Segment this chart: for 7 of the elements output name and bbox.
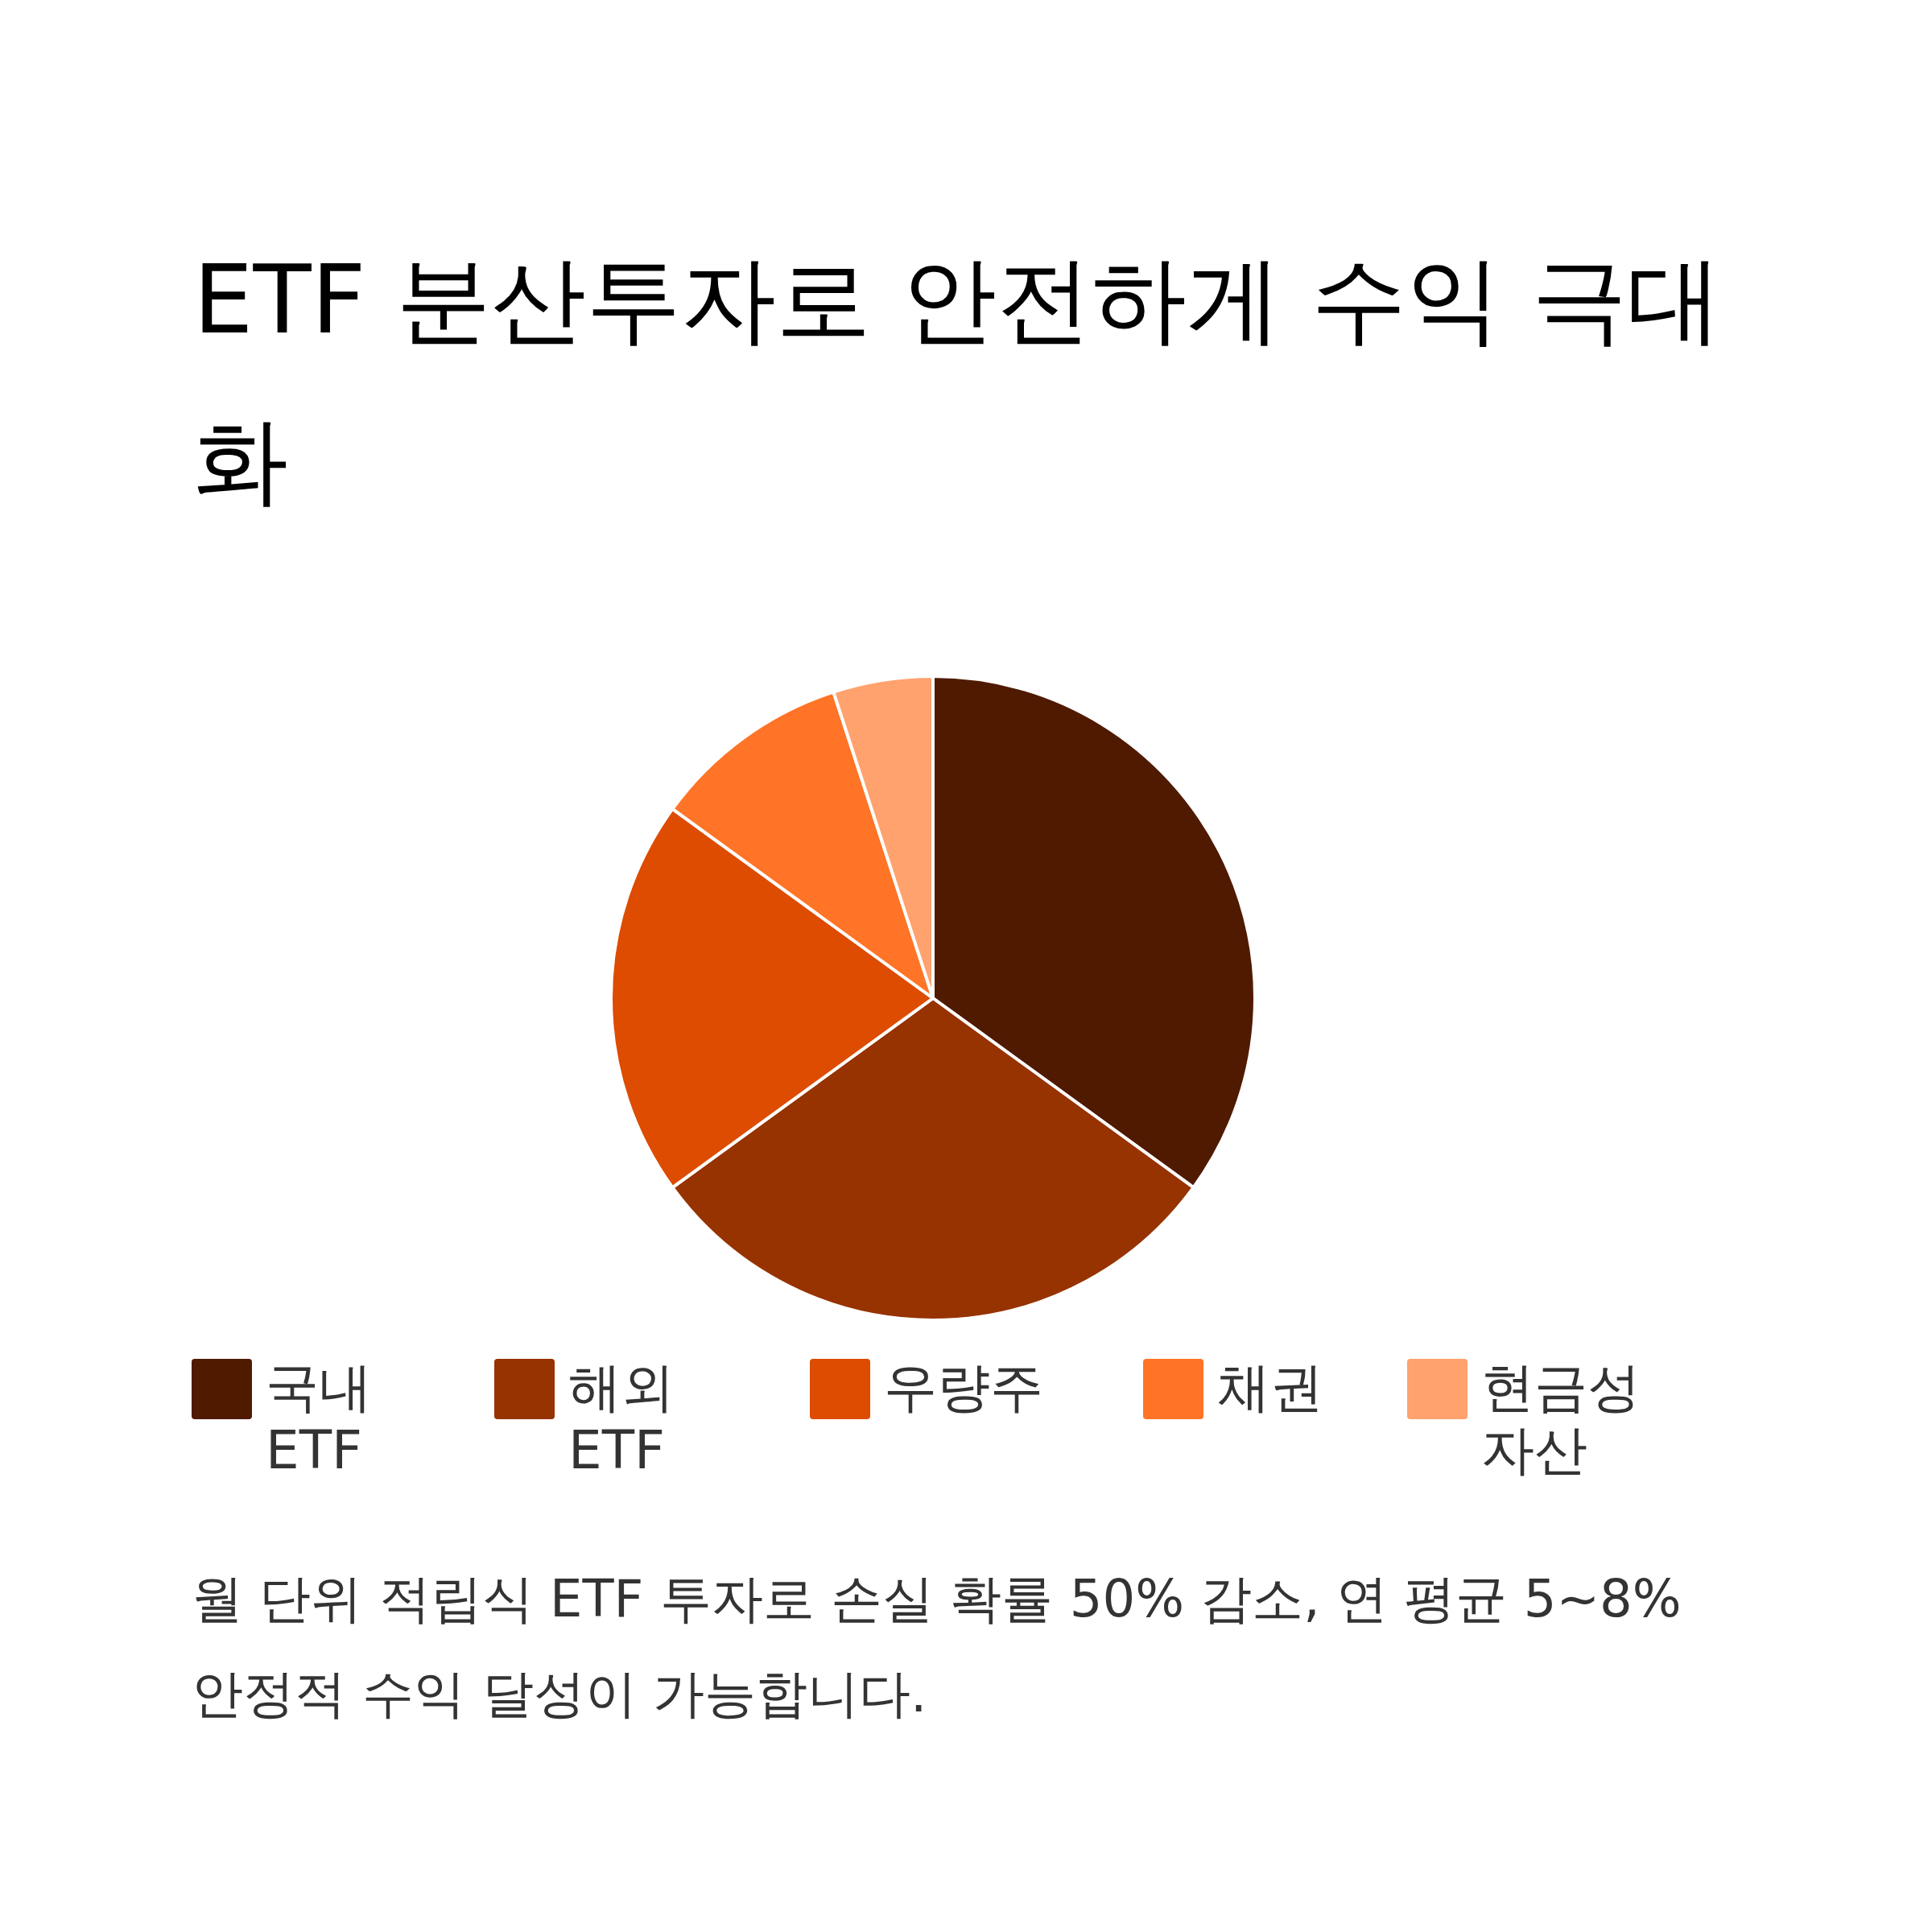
legend-label: 현금성 자산: [1481, 1356, 1641, 1481]
legend-label: 국내 ETF: [266, 1356, 372, 1481]
text: 월 단위 적립식 ETF 투자로 손실 확률 50% 감소, 연 평균 5~8% 안정적 수익 달성이 가능합니다.: [192, 1569, 1682, 1724]
legend-label: 해외 ETF: [568, 1356, 675, 1481]
legend-label: 우량주: [884, 1356, 1043, 1418]
legend-label: 채권: [1217, 1356, 1323, 1418]
chart-title: ETF 분산투자로 안전하게 수익 극대화: [193, 244, 1722, 516]
